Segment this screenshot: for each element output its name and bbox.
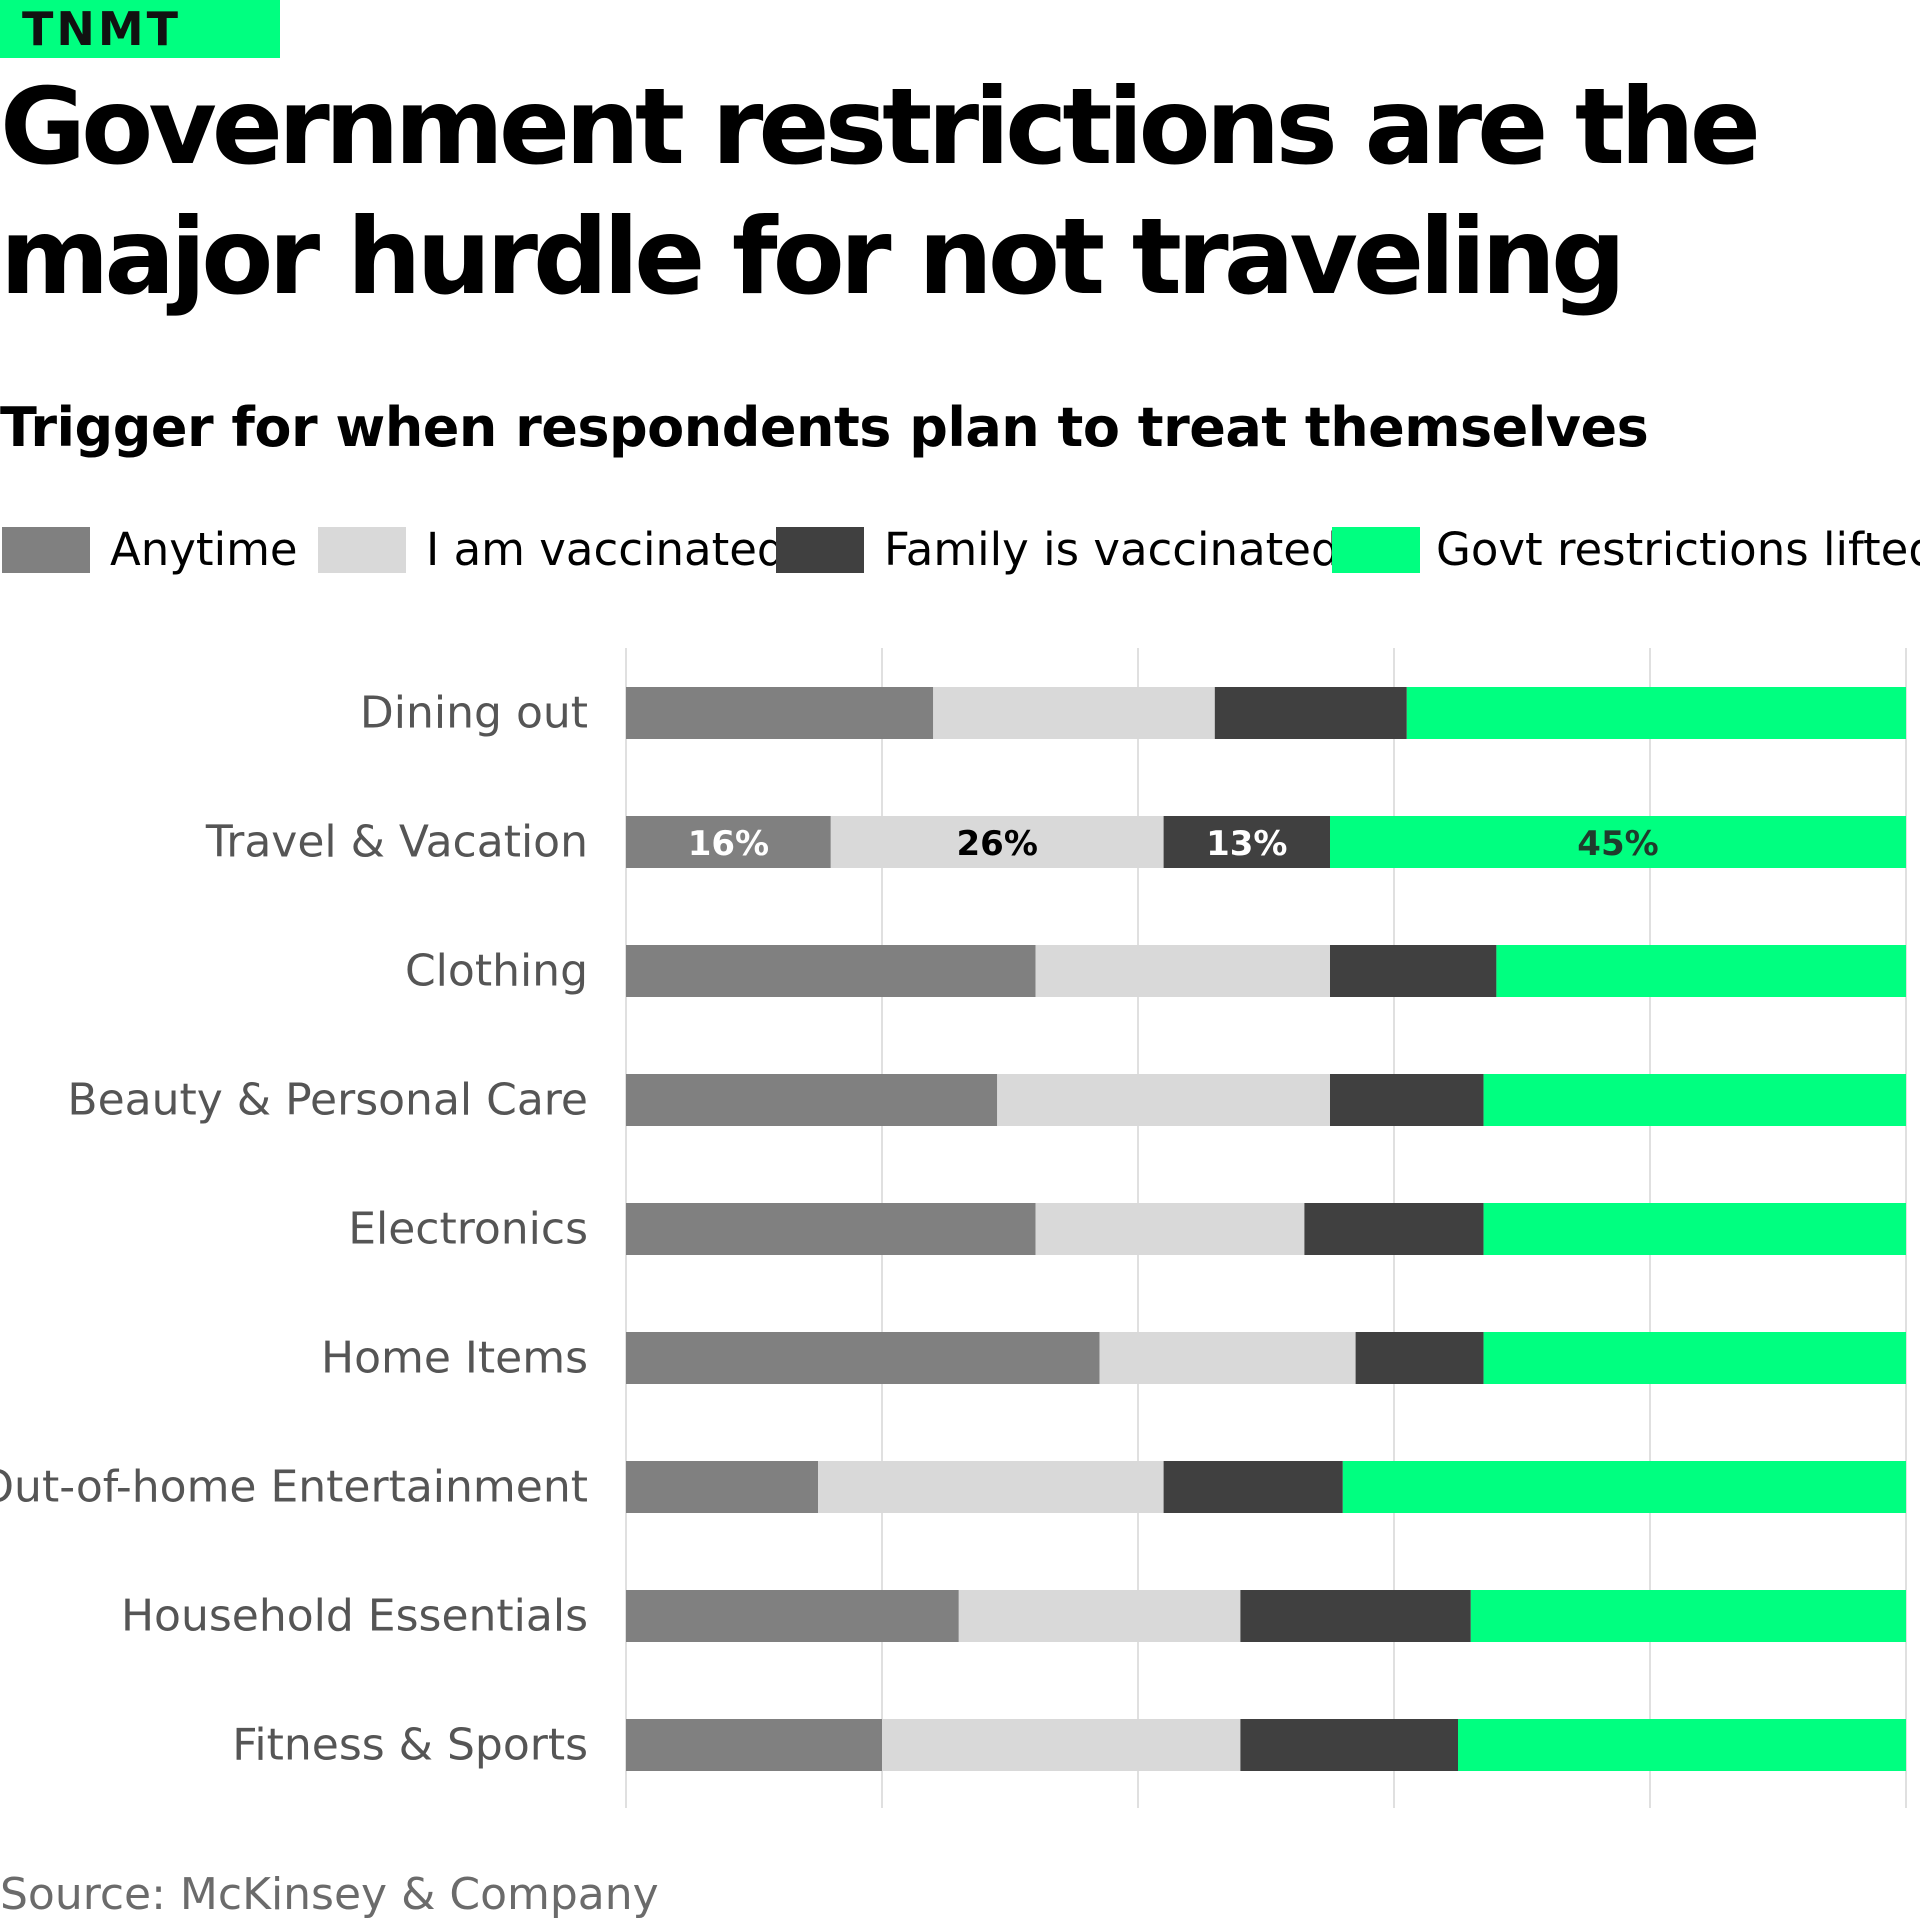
chart-legend: Anytime I am vaccinated Family is vaccin… (0, 520, 1920, 580)
bar-dining-out-govt-restrictions-lifted (1406, 687, 1906, 739)
legend-swatch-i-am-vaccinated (318, 527, 406, 573)
bar-clothing-govt-restrictions-lifted (1496, 945, 1906, 997)
chart-title: Trigger for when respondents plan to tre… (0, 396, 1649, 459)
bar-dining-out-family-is-vaccinated (1214, 687, 1407, 739)
bar-home-items-i-am-vaccinated (1099, 1332, 1356, 1384)
category-label-home-items: Home Items (321, 1333, 588, 1384)
bar-household-essentials-family-is-vaccinated (1240, 1590, 1471, 1642)
legend-label-govt-restrictions-lifted: Govt restrictions lifted (1436, 523, 1920, 576)
bar-dining-out-i-am-vaccinated (933, 687, 1215, 739)
bar-clothing-family-is-vaccinated (1330, 945, 1497, 997)
bar-out-of-home-entertainment-family-is-vaccinated (1163, 1461, 1343, 1513)
category-label-beauty-and-personal-care: Beauty & Personal Care (67, 1075, 588, 1126)
category-label-travel-and-vacation: Travel & Vacation (205, 817, 588, 868)
bar-out-of-home-entertainment-govt-restrictions-lifted (1342, 1461, 1906, 1513)
bar-clothing-anytime (626, 945, 1036, 997)
legend-swatch-anytime (2, 527, 90, 573)
bar-travel-and-vacation-anytime (626, 816, 831, 868)
bar-home-items-anytime (626, 1332, 1100, 1384)
bar-beauty-and-personal-care-anytime (626, 1074, 998, 1126)
source-note: Source: McKinsey & Company (0, 1869, 659, 1920)
bar-household-essentials-govt-restrictions-lifted (1470, 1590, 1906, 1642)
category-label-out-of-home-entertainment: Out-of-home Entertainment (0, 1462, 588, 1513)
bar-electronics-i-am-vaccinated (1035, 1203, 1305, 1255)
page-title: Government restrictions are the major hu… (0, 66, 1761, 318)
bar-out-of-home-entertainment-anytime (626, 1461, 818, 1513)
legend-label-anytime: Anytime (110, 523, 298, 576)
bar-travel-and-vacation-family-is-vaccinated (1163, 816, 1330, 868)
bar-clothing-i-am-vaccinated (1035, 945, 1330, 997)
bar-household-essentials-i-am-vaccinated (958, 1590, 1241, 1642)
data-label-travel-and-vacation-govt-restrictions-lifted: 45% (1577, 824, 1658, 864)
bar-electronics-family-is-vaccinated (1304, 1203, 1484, 1255)
bar-fitness-and-sports-govt-restrictions-lifted (1458, 1719, 1906, 1771)
category-label-household-essentials: Household Essentials (121, 1591, 588, 1642)
category-label-dining-out: Dining out (360, 688, 588, 739)
bar-beauty-and-personal-care-i-am-vaccinated (997, 1074, 1330, 1126)
bar-home-items-family-is-vaccinated (1355, 1332, 1484, 1384)
data-label-travel-and-vacation-anytime: 16% (688, 824, 769, 864)
bar-travel-and-vacation-i-am-vaccinated (830, 816, 1164, 868)
bar-dining-out-anytime (626, 687, 934, 739)
bar-beauty-and-personal-care-family-is-vaccinated (1330, 1074, 1484, 1126)
bar-fitness-and-sports-i-am-vaccinated (882, 1719, 1241, 1771)
legend-label-family-is-vaccinated: Family is vaccinated (884, 523, 1340, 576)
category-label-fitness-and-sports: Fitness & Sports (232, 1720, 588, 1771)
bar-fitness-and-sports-family-is-vaccinated (1240, 1719, 1458, 1771)
bar-beauty-and-personal-care-govt-restrictions-lifted (1483, 1074, 1906, 1126)
bar-travel-and-vacation-govt-restrictions-lifted (1330, 816, 1906, 868)
legend-label-i-am-vaccinated: I am vaccinated (426, 523, 786, 576)
bar-household-essentials-anytime (626, 1590, 959, 1642)
bar-fitness-and-sports-anytime (626, 1719, 882, 1771)
category-label-clothing: Clothing (405, 946, 588, 997)
bar-home-items-govt-restrictions-lifted (1483, 1332, 1906, 1384)
data-label-travel-and-vacation-i-am-vaccinated: 26% (957, 824, 1038, 864)
legend-swatch-govt-restrictions-lifted (1332, 527, 1420, 573)
data-label-travel-and-vacation-family-is-vaccinated: 13% (1206, 824, 1287, 864)
bar-electronics-govt-restrictions-lifted (1483, 1203, 1906, 1255)
bar-out-of-home-entertainment-i-am-vaccinated (818, 1461, 1164, 1513)
category-label-electronics: Electronics (348, 1204, 588, 1255)
brand-logo-text: TNMT (22, 2, 182, 56)
brand-logo: TNMT (0, 0, 280, 58)
bar-electronics-anytime (626, 1203, 1036, 1255)
legend-swatch-family-is-vaccinated (776, 527, 864, 573)
stacked-bar-chart: Dining out Travel & Vacation 16% 26% 13% 45% C… (0, 648, 1907, 1808)
